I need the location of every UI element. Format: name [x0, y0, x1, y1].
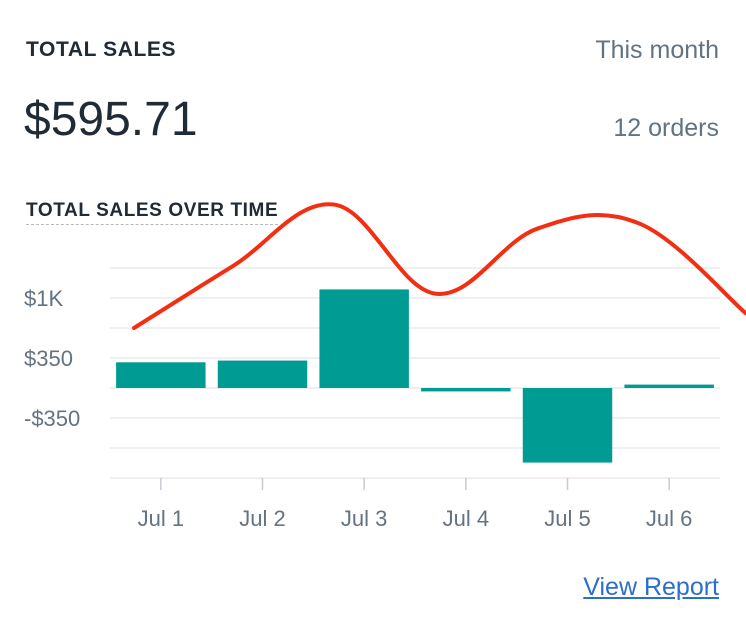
bar [421, 388, 511, 392]
x-tick-label: Jul 3 [341, 506, 387, 531]
x-tick-label: Jul 2 [239, 506, 285, 531]
bar [522, 388, 613, 463]
bar [319, 289, 409, 388]
grid-lines [110, 267, 720, 479]
x-tick-label: Jul 5 [544, 506, 590, 531]
total-sales-value: $595.71 [24, 93, 198, 146]
y-tick-label: $1K [24, 286, 63, 311]
y-tick-label: $350 [24, 346, 73, 371]
y-axis: $1K $350 -$350 [24, 286, 80, 431]
view-report-link[interactable]: View Report [583, 573, 719, 601]
bar [217, 360, 308, 388]
chart-title: TOTAL SALES OVER TIME [26, 200, 279, 225]
x-tick-label: Jul 4 [443, 506, 489, 531]
x-tick-label: Jul 1 [138, 506, 184, 531]
y-tick-label: -$350 [24, 406, 80, 431]
period-label: This month [595, 36, 719, 64]
x-axis: Jul 1 Jul 2 Jul 3 Jul 4 Jul 5 Jul 6 [138, 478, 692, 531]
x-tick-label: Jul 6 [646, 506, 692, 531]
line-series-path [132, 202, 746, 330]
line-series [132, 202, 746, 330]
bar [116, 362, 206, 388]
bar [624, 384, 714, 388]
card-title: TOTAL SALES [26, 38, 177, 61]
bar-series [116, 289, 714, 463]
orders-count: 12 orders [613, 114, 719, 142]
